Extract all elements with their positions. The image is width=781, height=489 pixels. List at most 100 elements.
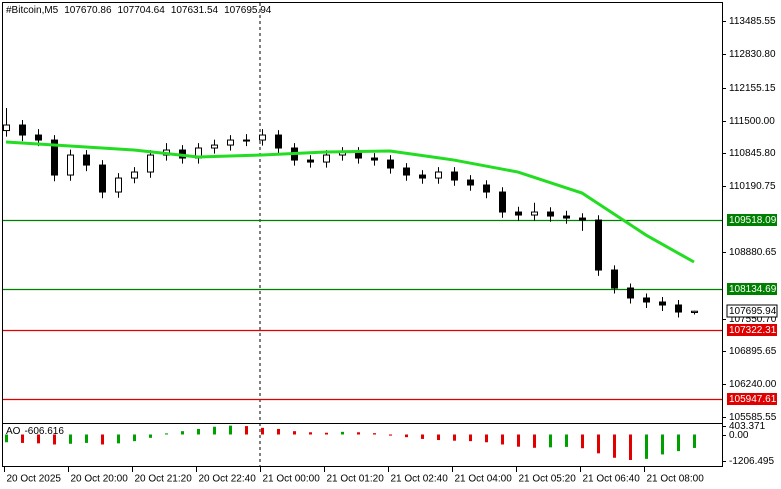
level-label-box [727, 393, 777, 405]
candle-body [659, 301, 666, 306]
x-tick-label: 20 Oct 20:00 [71, 474, 129, 485]
y-tick-label: 106240.00 [729, 379, 777, 390]
ao-bar [165, 433, 168, 435]
candle-body [211, 144, 218, 149]
close-value: 107695.94 [224, 5, 272, 16]
ao-bar [389, 434, 392, 436]
candle-body [371, 157, 378, 161]
price-label-box [726, 304, 778, 318]
ao-bar [325, 432, 328, 435]
ao-bar [197, 428, 200, 435]
ao-bar [613, 434, 616, 458]
x-tick-label: 21 Oct 02:40 [391, 474, 449, 485]
x-tick-label: 21 Oct 08:00 [647, 474, 705, 485]
open-value: 107670.86 [64, 5, 112, 16]
candle-body [115, 177, 122, 193]
candle-body [403, 167, 410, 176]
level-label: 107322.31 [729, 325, 777, 336]
symbol: #Bitcoin,M5 [6, 5, 59, 16]
candle-body [35, 134, 42, 141]
ao-bar [549, 434, 552, 448]
candle-body [579, 217, 586, 221]
candle-body [131, 171, 138, 179]
ao-bar [117, 434, 120, 444]
candle-body [387, 159, 394, 169]
candle-body [451, 171, 458, 181]
candle-body [531, 211, 538, 216]
ao-bar [373, 433, 376, 435]
y-tick-label: 111500.00 [729, 116, 775, 127]
candle-body [19, 124, 26, 136]
candle-body [435, 171, 442, 179]
ao-bar [149, 434, 152, 438]
y-tick-label: 106895.65 [729, 346, 777, 357]
y-tick-label: 110190.75 [729, 181, 776, 192]
ao-bar [293, 431, 296, 435]
ao-bar [405, 434, 408, 438]
candle-body [515, 211, 522, 216]
ao-bar [85, 434, 88, 443]
y-tick-label: 105585.55 [729, 412, 777, 423]
ao-bar [661, 434, 664, 455]
candle-body [307, 159, 314, 163]
ao-bar [501, 434, 504, 445]
ao-bar [229, 425, 232, 435]
candle-body [419, 174, 426, 179]
indicator-title: AO -606.616 [6, 426, 64, 437]
ao-bar [677, 434, 680, 452]
x-tick-label: 21 Oct 01:20 [327, 474, 385, 485]
ao-bar [469, 434, 472, 442]
y-tick-label: 0.00 [729, 430, 749, 441]
candle-body [643, 297, 650, 303]
x-tick-label: 21 Oct 05:20 [519, 474, 577, 485]
x-tick-label: 20 Oct 21:20 [135, 474, 193, 485]
ao-bar [245, 426, 248, 435]
ao-bar [693, 434, 696, 448]
candle-body [547, 211, 554, 217]
candle-body [259, 134, 266, 141]
level-label: 105947.61 [729, 394, 777, 405]
candle-body [483, 184, 490, 193]
y-tick-label: 112155.15 [729, 83, 776, 94]
chart-title: #Bitcoin,M5 107670.86 107704.64 107631.54 10… [6, 5, 272, 16]
candle-body [51, 139, 58, 176]
ao-bar [101, 434, 104, 445]
candle-body [675, 304, 682, 313]
candle-body [83, 154, 90, 166]
x-tick-label: 21 Oct 00:00 [263, 474, 321, 485]
moving-average [5, 140, 695, 264]
candle-body [611, 269, 618, 289]
level-label-box [727, 214, 777, 226]
candle-body [595, 219, 602, 271]
y-tick-label: -1206.495 [729, 456, 774, 467]
y-tick-label: 110845.80 [729, 148, 776, 159]
ao-bar [629, 434, 632, 460]
level-label-box [727, 283, 777, 295]
ao-bar [213, 426, 216, 435]
y-tick-label: 403.371 [729, 421, 766, 432]
ao-bar [133, 434, 136, 442]
ao-bar [421, 434, 424, 439]
ao-bar [21, 434, 24, 443]
ao-bar [581, 434, 584, 449]
level-label: 109518.09 [729, 215, 777, 226]
candle-body [67, 154, 74, 176]
ao-bar [69, 434, 72, 444]
candle-body [467, 179, 474, 186]
candle-body [227, 139, 234, 146]
ao-bar [37, 434, 40, 444]
ao-bar [485, 434, 488, 443]
ao-bar [357, 432, 360, 435]
ao-bar [5, 434, 8, 443]
ao-bar [261, 427, 264, 435]
candle-body [691, 310, 698, 313]
ao-bar [181, 431, 184, 435]
ao-bar [341, 431, 344, 435]
candle-body [499, 191, 506, 213]
ao-bar [597, 434, 600, 454]
x-tick-label: 20 Oct 22:40 [199, 474, 257, 485]
y-tick-label: 107550.70 [729, 314, 777, 325]
candle-body [3, 124, 10, 132]
y-tick-label: 108880.65 [729, 247, 777, 258]
